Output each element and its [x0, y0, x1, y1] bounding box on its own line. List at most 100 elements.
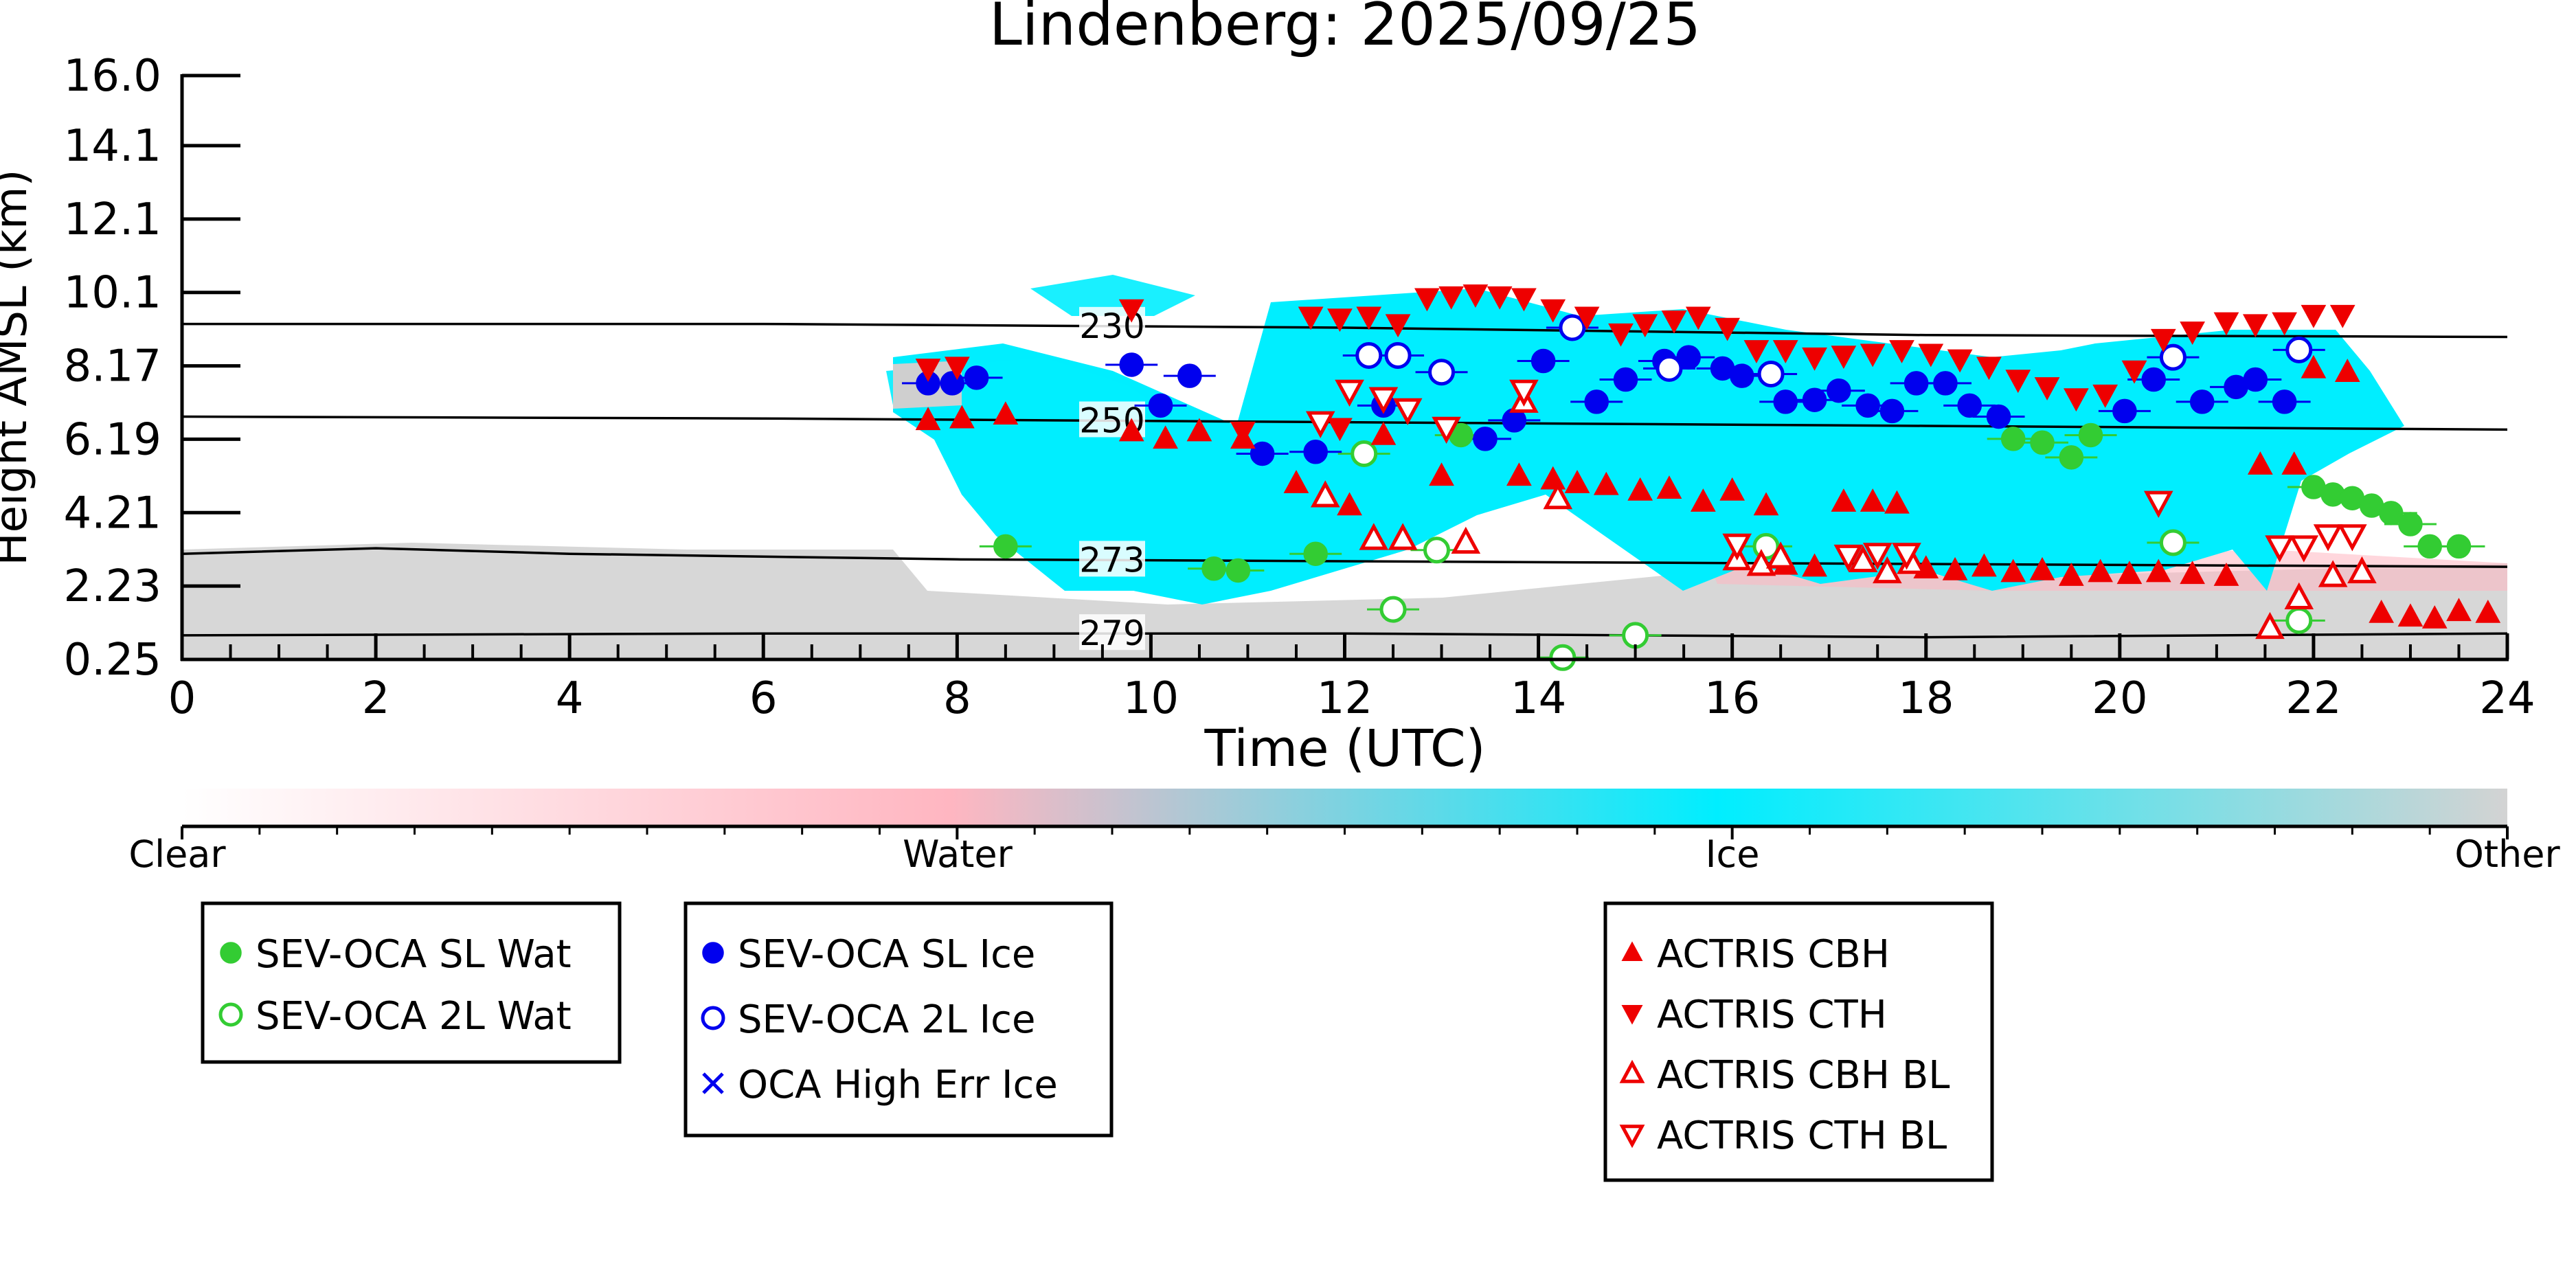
- x-tick-label: 12: [1317, 673, 1372, 724]
- actris-cth-point: [1414, 288, 1440, 312]
- actris-cth-point: [1831, 346, 1857, 370]
- x-tick-label: 2: [362, 673, 390, 724]
- x-tick-label: 14: [1511, 673, 1566, 724]
- sev-oca-2l-ice-point: [1559, 314, 1586, 341]
- actris-cbh-point: [1690, 488, 1716, 512]
- actris-cth-point: [2005, 370, 2031, 394]
- actris-cbh-bl-point: [1848, 545, 1878, 572]
- sev-oca-sl-wat-point: [2059, 445, 2084, 470]
- actris-cbh-bl-point: [1765, 541, 1796, 569]
- legend-label: SEV-OCA SL Wat: [256, 932, 572, 977]
- actris-cth-point: [2034, 377, 2060, 400]
- y-axis-label: Height AMSL (km): [0, 170, 37, 566]
- sev-oca-sl-ice-point: [1473, 427, 1498, 451]
- actris-cbh-bl-point: [2255, 611, 2285, 640]
- y-tick-label: 10.1: [64, 268, 162, 319]
- sev-oca-sl-ice-point: [1148, 393, 1173, 418]
- sev-oca-sl-ice-point: [1119, 352, 1144, 377]
- boundary-layer-other-field: [182, 543, 2507, 659]
- actris-cth-point: [1860, 343, 1886, 368]
- actris-cth-bl-point: [1368, 387, 1399, 414]
- sev-oca-2l-ice-point: [1355, 341, 1383, 369]
- legend-marker: [702, 942, 724, 964]
- actris-cbh-point: [1153, 425, 1178, 449]
- actris-cbh-point: [2369, 599, 2395, 623]
- actris-cth-point: [1802, 347, 1827, 371]
- legend-label: ACTRIS CTH: [1657, 993, 1887, 1037]
- sev-oca-sl-wat-point: [2446, 534, 2472, 559]
- actris-cbh-point: [2000, 558, 2026, 583]
- y-tick-label: 6.19: [64, 414, 162, 465]
- sev-oca-2l-wat-point: [1379, 596, 1407, 623]
- data-points: [915, 284, 2501, 671]
- legend-marker: [1621, 1005, 1643, 1025]
- actris-cbh-point: [2058, 562, 2084, 586]
- legend-label: ACTRIS CBH: [1657, 932, 1890, 977]
- actris-cth-point: [2329, 304, 2355, 328]
- sev-oca-sl-ice-point: [2141, 367, 2166, 392]
- actris-cbh-bl-point: [1451, 526, 1481, 554]
- actris-cth-point: [1889, 340, 1914, 363]
- legend-marker: [1621, 941, 1643, 961]
- y-tick-label: 14.1: [64, 121, 162, 172]
- actris-cth-point: [1385, 314, 1411, 338]
- actris-cbh-point: [1186, 418, 1212, 442]
- actris-cbh-point: [1627, 477, 1653, 501]
- legend-ice-box: [683, 901, 1114, 1138]
- actris-cth-bl-point: [2313, 524, 2343, 552]
- actris-cth-point: [1462, 284, 1489, 308]
- actris-cbh-point: [1370, 421, 1397, 445]
- temperature-contour-line: [182, 322, 2508, 339]
- actris-cth-point: [1298, 306, 1324, 330]
- actris-cth-point: [1661, 310, 1687, 334]
- sev-oca-sl-ice-point: [1933, 371, 1958, 396]
- x-axis-ticks: 0 2 4 6 8 10 12 14 16 18 20 22 24: [168, 633, 2535, 724]
- actris-cth-point: [1438, 286, 1465, 310]
- x-tick-label: 18: [1898, 673, 1954, 724]
- sev-oca-sl-wat-point: [1201, 556, 1226, 581]
- legend-label: SEV-OCA 2L Wat: [256, 994, 572, 1039]
- actris-cth-point: [1540, 299, 1566, 323]
- legend-label: ACTRIS CBH BL: [1657, 1053, 1950, 1098]
- legend-label: SEV-OCA SL Ice: [738, 932, 1035, 977]
- actris-cbh-point: [2281, 451, 2307, 475]
- legend-label: SEV-OCA 2L Ice: [738, 997, 1035, 1042]
- legend-marker: [702, 1072, 724, 1094]
- actris-cbh-point: [2334, 359, 2360, 382]
- sev-oca-sl-wat-point: [1225, 558, 1251, 583]
- actris-cbh-point: [1283, 470, 1309, 493]
- x-tick-label: 16: [1704, 673, 1760, 724]
- contour-label-bg: [1079, 541, 1145, 577]
- actris-cth-bl-point: [1833, 544, 1864, 572]
- actris-cbh-point: [1884, 490, 1910, 514]
- sev-oca-sl-ice-point: [964, 365, 989, 390]
- actris-cth-bl-point: [1892, 543, 1921, 570]
- actris-cbh-bl-point: [1388, 523, 1418, 550]
- sev-oca-2l-ice-point: [1428, 359, 1456, 386]
- actris-cth-point: [2301, 304, 2327, 328]
- y-axis-ticks: 0.25 2.23 4.21 6.19 8.17 10.1 12.1 14.1 16.0: [64, 51, 240, 686]
- y-tick-label: 4.21: [64, 488, 162, 539]
- y-tick-label: 2.23: [64, 561, 162, 612]
- actris-cth-point: [1743, 340, 1770, 363]
- actris-cbh-point: [2145, 558, 2171, 583]
- x-axis-label: Time (UTC): [1204, 719, 1485, 778]
- sev-oca-2l-ice-point: [1656, 354, 1683, 382]
- actris-cth-point: [1976, 357, 2002, 381]
- ice-cloud-field-main: [893, 289, 2404, 605]
- actris-cth-bl-point: [1722, 533, 1752, 561]
- actris-cbh-point: [1337, 492, 1362, 516]
- actris-cbh-point: [2247, 451, 2273, 475]
- x-tick-label: 8: [943, 673, 971, 724]
- actris-cth-point: [1118, 299, 1144, 323]
- actris-cbh-point: [993, 401, 1019, 425]
- actris-cbh-point: [1971, 553, 1997, 577]
- sev-oca-sl-ice-point: [1250, 441, 1275, 466]
- ice-cloud-field-top: [1030, 275, 1195, 316]
- actris-cbh-point: [2397, 603, 2424, 627]
- actris-cbh-bl-point: [2318, 560, 2348, 587]
- legend-water-box: [201, 901, 622, 1064]
- sev-oca-sl-wat-point: [2030, 430, 2055, 455]
- legend-marker: [1619, 1125, 1645, 1149]
- x-tick-label: 22: [2285, 673, 2341, 724]
